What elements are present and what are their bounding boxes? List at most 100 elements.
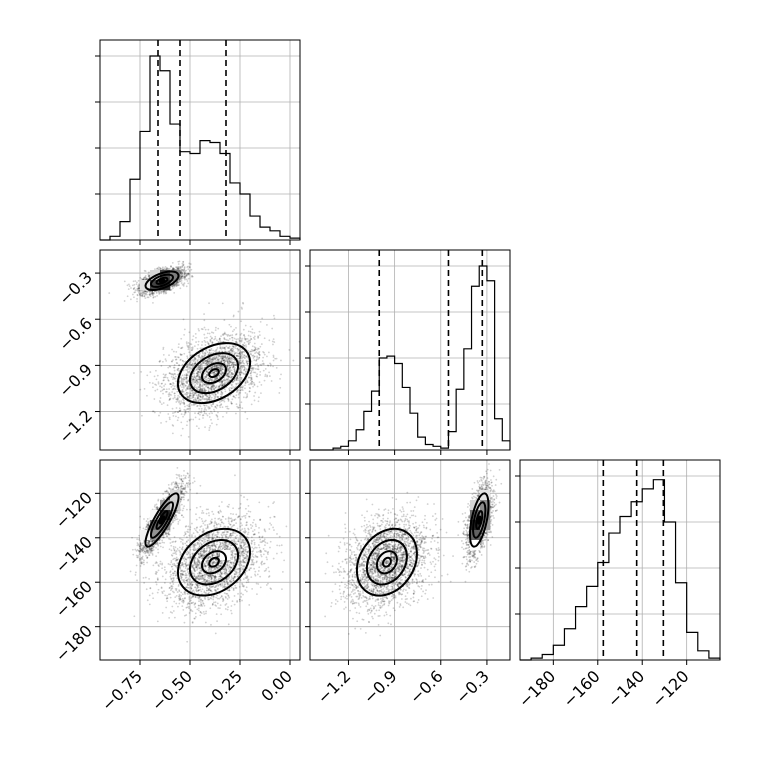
scatter-point (187, 602, 190, 605)
scatter-point (214, 397, 216, 399)
scatter-point (198, 398, 201, 401)
scatter-point (239, 372, 241, 374)
scatter-point (162, 266, 164, 269)
scatter-point (192, 335, 195, 337)
scatter-point (178, 396, 181, 398)
scatter-point (232, 358, 235, 361)
scatter-point (231, 556, 233, 559)
scatter-point (216, 395, 219, 398)
scatter-point (255, 359, 258, 362)
scatter-point (151, 410, 154, 413)
scatter-point (188, 266, 191, 269)
scatter-point (211, 385, 214, 388)
scatter-point (171, 590, 174, 593)
scatter-point (239, 353, 242, 356)
scatter-point (201, 354, 203, 357)
scatter-point (190, 602, 193, 604)
scatter-point (216, 553, 219, 556)
scatter-point (178, 268, 181, 271)
scatter-point (196, 541, 199, 544)
scatter-point (210, 418, 212, 421)
scatter-point (211, 545, 214, 548)
scatter-point (222, 379, 225, 381)
scatter-point (195, 379, 198, 382)
scatter-point (180, 347, 182, 350)
scatter-point (199, 552, 202, 555)
scatter-point (195, 379, 198, 382)
scatter-point (217, 356, 219, 359)
scatter-point (207, 390, 210, 393)
scatter-point (221, 571, 223, 574)
scatter-point (206, 351, 209, 354)
scatter-point (186, 391, 188, 394)
scatter-point (221, 384, 224, 387)
scatter-point (195, 379, 198, 382)
scatter-point (149, 371, 152, 373)
scatter-point (163, 379, 165, 382)
scatter-point (181, 274, 184, 277)
contour-mode0-level2 (144, 270, 180, 291)
scatter-point (217, 359, 220, 362)
scatter-point (254, 391, 257, 394)
scatter-point (225, 412, 228, 414)
scatter-point (256, 373, 259, 376)
scatter-point (177, 284, 180, 287)
scatter-point (184, 409, 187, 412)
scatter-point (178, 595, 180, 598)
scatter-point (157, 268, 159, 270)
scatter-point (201, 389, 204, 392)
scatter-point (206, 533, 209, 536)
scatter-point (243, 354, 246, 357)
scatter-point (221, 542, 224, 545)
scatter-point (238, 368, 241, 371)
scatter-point (231, 352, 234, 355)
scatter-point (186, 272, 189, 275)
scatter-point (188, 269, 191, 272)
scatter-point (193, 549, 196, 552)
scatter-point (179, 353, 182, 356)
scatter-point (205, 376, 208, 378)
scatter-point (230, 544, 233, 546)
scatter-point (226, 578, 228, 581)
scatter-point (215, 423, 218, 426)
scatter-point (273, 314, 275, 317)
scatter-point (181, 283, 184, 286)
scatter-point (160, 422, 162, 424)
scatter-point (211, 562, 214, 565)
scatter-point (219, 380, 222, 383)
scatter-point (182, 275, 185, 278)
scatter-point (200, 385, 203, 387)
scatter-point (180, 275, 183, 278)
scatter-point (172, 382, 175, 385)
scatter-point (143, 387, 146, 390)
scatter-point (219, 372, 222, 375)
scatter-point (194, 416, 197, 419)
scatter-point (180, 276, 182, 279)
scatter-point (235, 354, 238, 357)
scatter-point (240, 365, 243, 368)
scatter-point (214, 405, 217, 408)
scatter-point (141, 292, 144, 295)
scatter-point (233, 352, 236, 355)
scatter-point (220, 395, 223, 397)
scatter-point (239, 354, 242, 357)
scatter-point (217, 385, 220, 388)
scatter-point (288, 349, 291, 351)
scatter-point (203, 383, 206, 386)
scatter-point (207, 380, 210, 382)
scatter-point (166, 404, 169, 407)
scatter-point (143, 278, 146, 281)
scatter-point (200, 379, 202, 382)
scatter-point (267, 566, 270, 569)
scatter-point (209, 383, 211, 386)
scatter-point (246, 396, 249, 398)
scatter-point (212, 365, 215, 368)
scatter-point (212, 374, 215, 377)
scatter-point (235, 389, 238, 392)
scatter-point (216, 377, 219, 380)
scatter-point (258, 356, 261, 359)
scatter-point (244, 381, 247, 384)
scatter-point (222, 332, 225, 335)
scatter-point (238, 360, 241, 363)
scatter-point (199, 571, 202, 574)
